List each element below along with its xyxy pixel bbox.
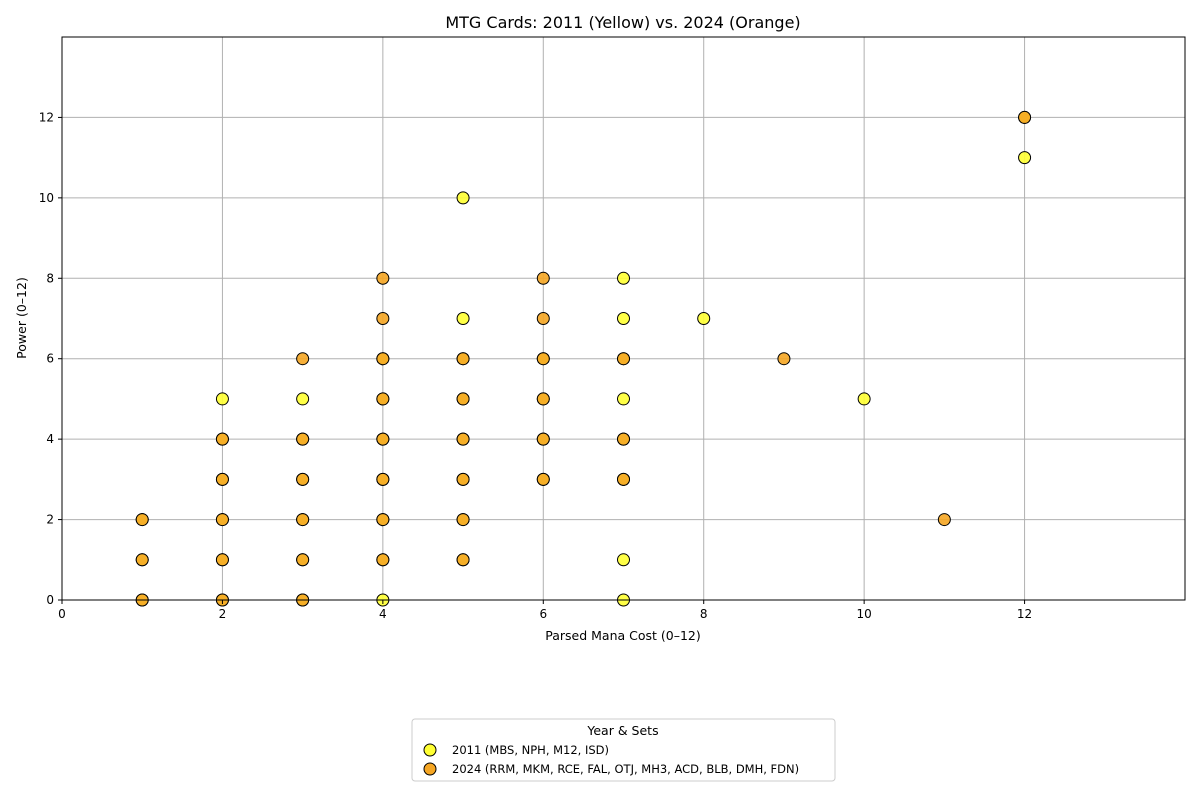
data-point — [617, 352, 630, 366]
data-point — [296, 352, 310, 366]
data-point — [1018, 151, 1032, 165]
y-axis-ticks: 0 2 4 6 8 10 12 — [39, 110, 62, 607]
data-point — [536, 392, 550, 406]
y-axis-label: Power (0–12) — [14, 277, 29, 359]
series-1 — [135, 110, 1032, 607]
data-point — [456, 392, 470, 406]
data-point — [777, 352, 791, 366]
x-axis-ticks: 0 2 4 6 8 10 12 — [58, 600, 1032, 621]
legend-title: Year & Sets — [586, 723, 658, 738]
data-point — [697, 312, 711, 325]
legend-label-2011: 2011 (MBS, NPH, M12, ISD) — [452, 743, 609, 757]
legend-marker-2024 — [423, 762, 437, 776]
y-tick-label: 0 — [46, 593, 54, 607]
data-point — [456, 553, 470, 567]
x-tick-label: 6 — [539, 607, 547, 621]
data-point — [456, 312, 470, 325]
y-tick-label: 12 — [39, 110, 54, 124]
data-point — [456, 191, 470, 205]
data-point — [296, 432, 310, 446]
x-tick-label: 12 — [1017, 607, 1032, 621]
y-tick-label: 2 — [46, 513, 54, 527]
data-point — [296, 553, 310, 567]
data-point — [135, 553, 149, 567]
x-tick-label: 0 — [58, 607, 66, 621]
legend-marker-2011 — [423, 743, 437, 757]
data-point — [376, 312, 390, 325]
data-point — [617, 432, 630, 446]
x-tick-label: 4 — [379, 607, 387, 621]
x-tick-label: 10 — [857, 607, 872, 621]
data-point — [1018, 110, 1032, 124]
legend-label-2024: 2024 (RRM, MKM, RCE, FAL, OTJ, MH3, ACD,… — [452, 762, 799, 776]
data-point — [376, 472, 390, 486]
data-point — [937, 513, 951, 527]
data-point — [536, 312, 550, 325]
data-point — [456, 513, 470, 527]
data-point — [376, 271, 390, 285]
data-point — [376, 392, 390, 406]
data-point — [536, 271, 550, 285]
x-axis-label: Parsed Mana Cost (0–12) — [545, 628, 701, 643]
data-point — [617, 312, 630, 325]
data-point — [296, 513, 310, 527]
plot-frame — [61, 36, 1186, 601]
y-tick-label: 10 — [39, 191, 54, 205]
data-point — [536, 352, 550, 366]
data-point — [215, 513, 229, 527]
data-point — [215, 432, 229, 446]
legend: Year & Sets 2011 (MBS, NPH, M12, ISD) 20… — [411, 718, 836, 782]
data-point — [617, 472, 630, 486]
data-point — [456, 472, 470, 486]
data-point — [456, 432, 470, 446]
y-tick-label: 4 — [46, 432, 54, 446]
data-point — [215, 472, 229, 486]
data-point — [135, 513, 149, 527]
data-point — [376, 432, 390, 446]
data-point — [617, 392, 630, 406]
data-point — [215, 392, 229, 406]
y-tick-label: 6 — [46, 352, 54, 366]
chart-title: MTG Cards: 2011 (Yellow) vs. 2024 (Orang… — [445, 13, 800, 32]
data-point — [617, 553, 630, 567]
data-point — [536, 432, 550, 446]
y-tick-label: 8 — [46, 271, 54, 285]
data-point — [376, 513, 390, 527]
data-point — [296, 392, 310, 406]
data-point — [296, 472, 310, 486]
data-point — [617, 271, 630, 285]
data-point — [215, 553, 229, 567]
data-point — [376, 553, 390, 567]
x-tick-label: 2 — [219, 607, 227, 621]
data-point — [376, 352, 390, 366]
data-point — [456, 352, 470, 366]
data-point — [536, 472, 550, 486]
x-tick-label: 8 — [700, 607, 708, 621]
data-point — [857, 392, 871, 406]
legend-box — [411, 718, 836, 782]
